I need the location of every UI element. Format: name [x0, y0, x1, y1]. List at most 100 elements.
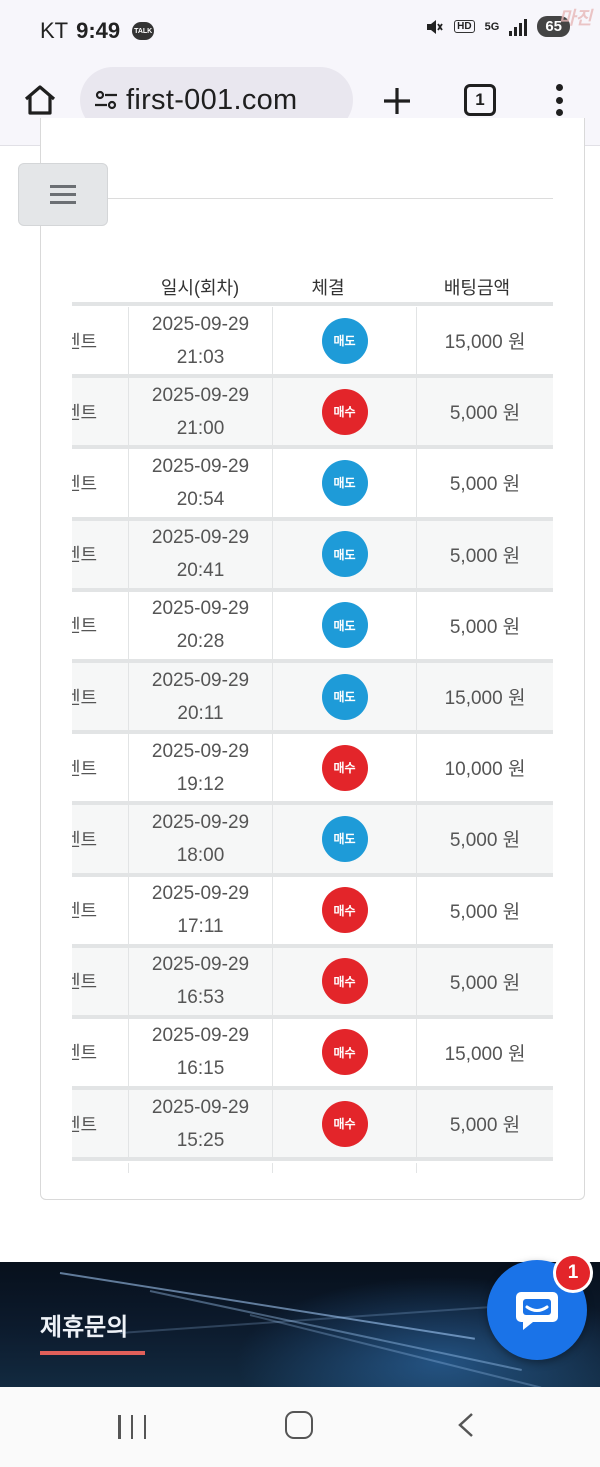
row-execution: 매수	[272, 378, 416, 446]
clock: 9:49	[76, 18, 121, 43]
row-time: 21:03	[176, 346, 225, 368]
row-date: 2025-09-29	[151, 313, 250, 335]
column-divider	[272, 1163, 273, 1173]
row-execution: 매수	[272, 876, 416, 944]
sell-badge: 매도	[321, 815, 368, 862]
row-time: 16:15	[176, 1058, 225, 1080]
row-execution: 매도	[272, 591, 416, 659]
table-row: 벤트 2025-09-29 21:00 매수 5,000 원	[72, 378, 553, 450]
back-icon[interactable]	[455, 1412, 477, 1438]
table-row: 벤트 2025-09-29 19:12 매수 10,000 원	[72, 734, 553, 806]
row-date: 2025-09-29	[151, 384, 250, 406]
row-category: 벤트	[72, 331, 98, 352]
row-date: 2025-09-29	[151, 527, 250, 549]
table-row: 벤트 2025-09-29 21:03 매도 15,000 원	[72, 307, 553, 379]
row-datetime: 2025-09-29 15:25	[128, 1090, 272, 1158]
hamburger-menu-icon[interactable]	[18, 163, 108, 226]
row-category: 벤트	[72, 473, 98, 494]
row-date: 2025-09-29	[151, 954, 250, 976]
mute-icon	[427, 19, 443, 34]
system-nav-bar	[0, 1387, 600, 1467]
row-amount: 10,000 원	[416, 734, 553, 802]
row-time: 20:28	[176, 631, 225, 653]
kakaotalk-icon: TALK	[132, 22, 155, 40]
table-body: 벤트 2025-09-29 21:03 매도 15,000 원 벤트 2025-09-29 2…	[72, 307, 553, 1162]
column-divider	[128, 1163, 129, 1173]
row-category: 벤트	[72, 1114, 98, 1135]
chat-icon-glyph	[516, 1292, 558, 1330]
row-time: 20:11	[177, 702, 224, 724]
row-date: 2025-09-29	[151, 740, 250, 762]
row-execution: 매도	[272, 520, 416, 588]
buy-badge: 매수	[321, 1029, 368, 1076]
home-nav-icon[interactable]	[285, 1411, 313, 1439]
table-row: 벤트 2025-09-29 16:15 매수 15,000 원	[72, 1018, 553, 1091]
site-settings-icon[interactable]	[92, 86, 120, 114]
header-datetime: 일시(회차)	[160, 278, 240, 298]
betting-history-table: 일시(회차) 체결 배팅금액 벤트 2025-09-29 21:03 매도 15,000…	[72, 262, 553, 1173]
row-datetime: 2025-09-29 20:54	[128, 449, 272, 517]
row-category: 벤트	[72, 829, 98, 850]
sell-badge: 매도	[321, 531, 368, 578]
row-amount: 15,000 원	[416, 662, 553, 731]
chat-notification-badge: 1	[553, 1253, 593, 1293]
table-row: 벤트 2025-09-29 20:54 매도 5,000 원	[72, 449, 553, 521]
row-amount: 5,000 원	[416, 378, 553, 446]
row-datetime: 2025-09-29 21:00	[128, 378, 272, 446]
row-datetime: 2025-09-29 16:53	[128, 947, 272, 1015]
row-datetime: 2025-09-29 20:28	[128, 591, 272, 659]
row-amount: 5,000 원	[416, 1090, 553, 1158]
carrier: KT	[40, 18, 69, 43]
table-row: 벤트 2025-09-29 20:41 매도 5,000 원	[72, 520, 553, 592]
row-category: 벤트	[72, 972, 98, 993]
buy-badge: 매수	[321, 887, 368, 934]
header-bet-amount: 배팅금액	[443, 278, 511, 298]
partnership-inquiry-title[interactable]: 제휴문의	[40, 1314, 129, 1341]
row-time: 16:53	[176, 987, 225, 1009]
row-amount: 15,000 원	[416, 1018, 553, 1087]
row-date: 2025-09-29	[151, 811, 250, 833]
row-execution: 매도	[272, 307, 416, 375]
row-time: 17:11	[177, 916, 224, 938]
buy-badge: 매수	[321, 1100, 368, 1147]
table-row: 벤트 2025-09-29 20:28 매도 5,000 원	[72, 591, 553, 663]
more-vert-icon[interactable]	[549, 82, 569, 118]
header-execution: 체결	[311, 278, 345, 298]
home-icon[interactable]	[22, 82, 58, 118]
sell-badge: 매도	[321, 317, 368, 364]
row-datetime: 2025-09-29 21:03	[128, 307, 272, 375]
row-execution: 매수	[272, 1018, 416, 1087]
recent-apps-icon[interactable]	[118, 1415, 146, 1439]
row-category: 벤트	[72, 758, 98, 779]
row-time: 18:00	[176, 844, 225, 866]
row-date: 2025-09-29	[151, 455, 250, 477]
row-time: 19:12	[176, 773, 225, 795]
row-execution: 매도	[272, 805, 416, 873]
row-time: 20:54	[176, 488, 225, 510]
row-datetime: 2025-09-29 19:12	[128, 734, 272, 802]
row-date: 2025-09-29	[151, 1096, 250, 1118]
table-row: 벤트 2025-09-29 17:11 매수 5,000 원	[72, 876, 553, 948]
tabs-icon[interactable]: 1	[464, 84, 496, 116]
buy-badge: 매수	[321, 388, 368, 435]
plus-icon[interactable]	[380, 84, 414, 118]
row-category: 벤트	[72, 402, 98, 423]
buy-badge: 매수	[321, 744, 368, 791]
table-header: 일시(회차) 체결 배팅금액	[72, 262, 553, 306]
sell-badge: 매도	[321, 673, 368, 720]
row-date: 2025-09-29	[151, 883, 250, 905]
url-text[interactable]: first-001.com	[126, 83, 298, 116]
row-execution: 매도	[272, 662, 416, 731]
row-execution: 매수	[272, 947, 416, 1015]
sell-badge: 매도	[321, 602, 368, 649]
row-amount: 5,000 원	[416, 449, 553, 517]
row-time: 21:00	[176, 417, 225, 439]
header-divider	[72, 302, 553, 306]
hd-voice-icon: HD	[454, 20, 475, 33]
watermark-logo: 마진	[558, 8, 592, 28]
signal-icon	[509, 18, 528, 36]
status-bar: KT 9:49 TALK HD 5G 65 마진	[0, 0, 600, 64]
row-category: 벤트	[72, 1043, 98, 1064]
buy-badge: 매수	[321, 958, 368, 1005]
row-execution: 매도	[272, 449, 416, 517]
